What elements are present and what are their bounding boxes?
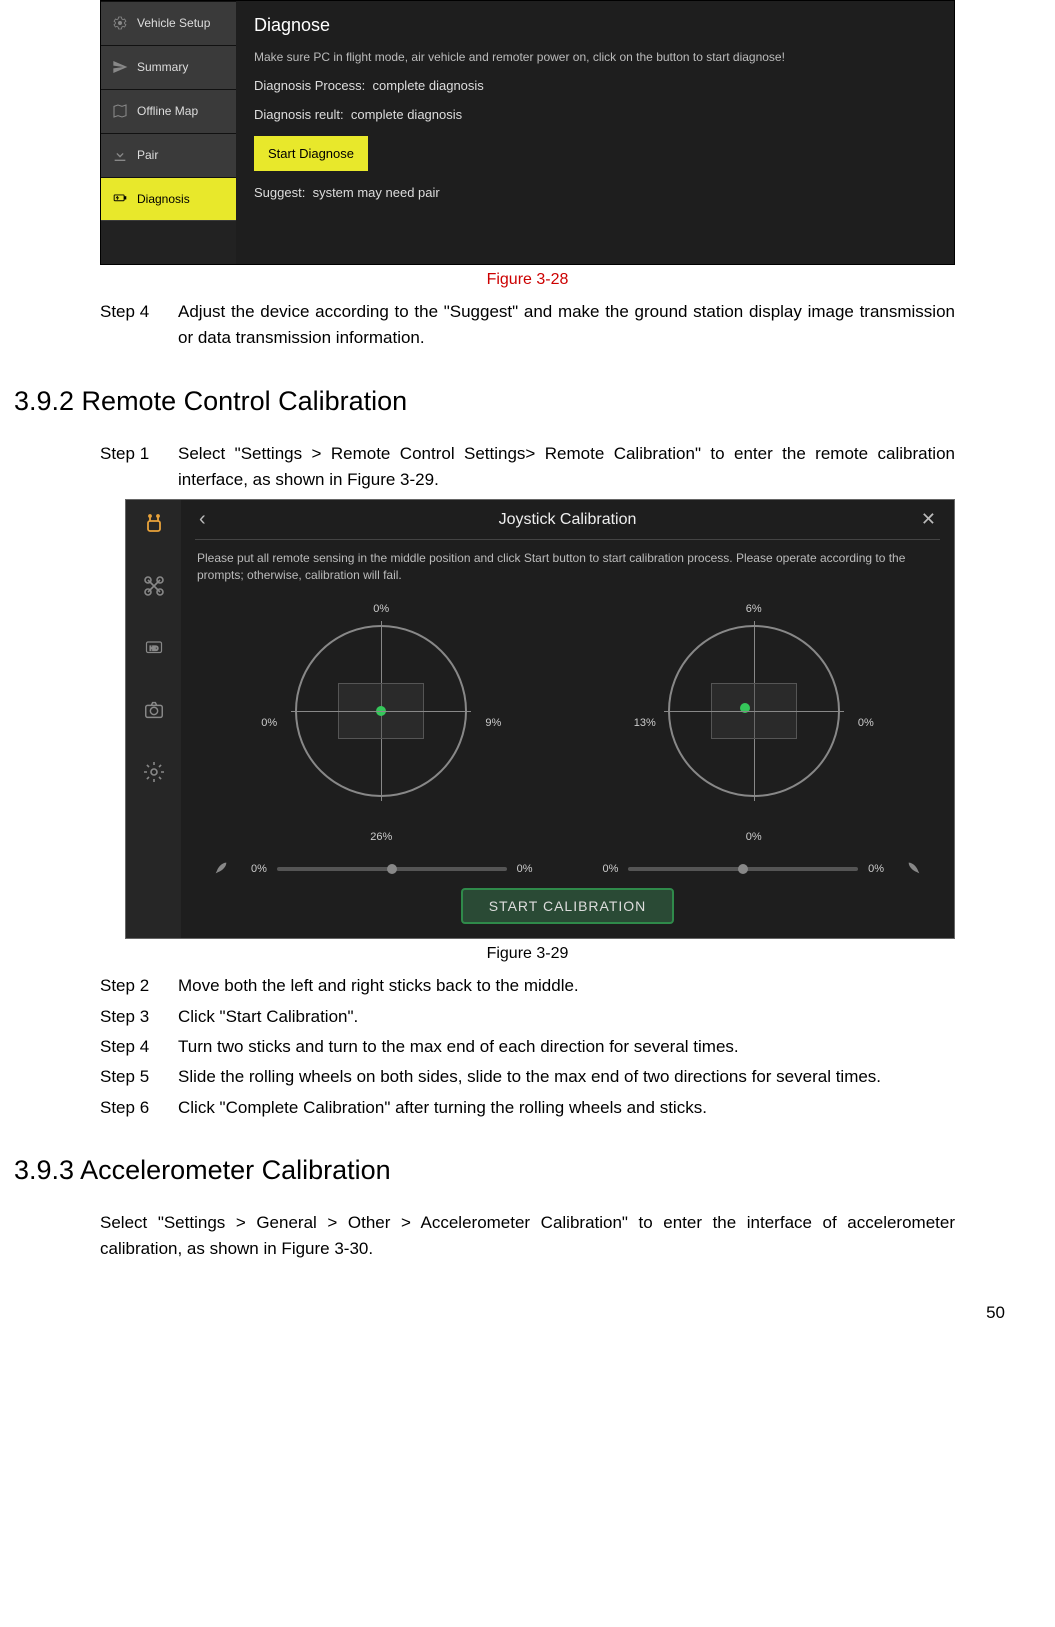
right-dial (668, 625, 840, 797)
download-icon (111, 146, 129, 164)
left-bottom-pct: 26% (370, 831, 392, 843)
suggest-value: system may need pair (313, 185, 440, 200)
start-calibration-button[interactable]: START CALIBRATION (461, 888, 675, 924)
diagnosis-process-row: Diagnosis Process: complete diagnosis (254, 78, 936, 93)
diagnose-main: Diagnose Make sure PC in flight mode, ai… (236, 1, 954, 264)
sidebar-item-offline-map[interactable]: Offline Map (101, 89, 236, 133)
left-left-pct: 0% (261, 717, 277, 729)
step1-label: Step 1 (100, 441, 160, 494)
step5-text: Slide the rolling wheels on both sides, … (178, 1064, 955, 1090)
joystick-header: ‹ Joystick Calibration ✕ (195, 500, 940, 540)
process-value: complete diagnosis (373, 78, 484, 93)
diagnosis-result-row: Diagnosis reult: complete diagnosis (254, 107, 936, 122)
svg-text:HD: HD (149, 647, 158, 653)
left-slider-r: 0% (517, 863, 533, 875)
step-4-block: Step 4 Adjust the device according to th… (100, 299, 955, 352)
suggest-label: Suggest: (254, 185, 305, 200)
start-diagnose-button[interactable]: Start Diagnose (254, 136, 368, 171)
drone-icon[interactable] (140, 572, 168, 600)
step2-label: Step 2 (100, 973, 160, 999)
sidebar-label: Diagnosis (137, 192, 190, 206)
sidebar-item-vehicle-setup[interactable]: Vehicle Setup (101, 1, 236, 45)
battery-icon (111, 190, 129, 208)
left-right-pct: 9% (485, 717, 501, 729)
feather-right-icon (904, 860, 922, 878)
map-icon (111, 102, 129, 120)
feather-left-icon (213, 860, 231, 878)
joystick-main: ‹ Joystick Calibration ✕ Please put all … (181, 500, 954, 938)
process-label: Diagnosis Process: (254, 78, 365, 93)
right-right-pct: 0% (858, 717, 874, 729)
steps-after-block: Step 2 Move both the left and right stick… (100, 973, 955, 1121)
joystick-instruction: Please put all remote sensing in the mid… (195, 540, 940, 590)
right-slider-l: 0% (603, 863, 619, 875)
step6-text: Click "Complete Calibration" after turni… (178, 1095, 955, 1121)
sec393-text: Select "Settings > General > Other > Acc… (100, 1210, 955, 1263)
diagnose-note: Make sure PC in flight mode, air vehicle… (254, 50, 936, 64)
close-icon[interactable]: ✕ (921, 509, 936, 530)
section-3-9-3-heading: 3.9.3 Accelerometer Calibration (14, 1155, 1045, 1186)
right-stick[interactable]: 6% 0% 0% 13% (634, 603, 874, 843)
sidebar-label: Vehicle Setup (137, 16, 210, 30)
right-slider-r: 0% (868, 863, 884, 875)
left-slider-l: 0% (251, 863, 267, 875)
joystick-title: Joystick Calibration (499, 511, 637, 529)
step4b-label: Step 4 (100, 1034, 160, 1060)
step1-text: Select "Settings > Remote Control Settin… (178, 441, 955, 494)
step3-label: Step 3 (100, 1004, 160, 1030)
diagnose-title: Diagnose (254, 15, 936, 36)
right-left-pct: 13% (634, 717, 656, 729)
send-icon (111, 58, 129, 76)
sidebar-label: Summary (137, 60, 188, 74)
step3-text: Click "Start Calibration". (178, 1004, 955, 1030)
figure-3-29-caption: Figure 3-29 (10, 945, 1045, 963)
left-dot (376, 706, 386, 716)
right-wheel-slider[interactable]: 0% 0% (603, 863, 885, 875)
right-top-pct: 6% (746, 603, 762, 615)
left-stick[interactable]: 0% 9% 26% 0% (261, 603, 501, 843)
back-icon[interactable]: ‹ (199, 508, 206, 531)
settings-icon[interactable] (140, 758, 168, 786)
left-dial (295, 625, 467, 797)
step-4-text: Adjust the device according to the "Sugg… (178, 299, 955, 352)
gear-icon (111, 14, 129, 32)
step4b-text: Turn two sticks and turn to the max end … (178, 1034, 955, 1060)
right-bottom-pct: 0% (746, 831, 762, 843)
section-3-9-2-heading: 3.9.2 Remote Control Calibration (14, 386, 1045, 417)
diagnose-sidebar: Vehicle Setup Summary Offline Map Pair D… (101, 1, 236, 264)
sidebar-label: Offline Map (137, 104, 198, 118)
step6-label: Step 6 (100, 1095, 160, 1121)
right-dot (740, 703, 750, 713)
hd-icon[interactable]: HD (140, 634, 168, 662)
left-wheel-slider[interactable]: 0% 0% (251, 863, 533, 875)
wheel-sliders: 0% 0% 0% 0% (195, 856, 940, 888)
joystick-sidebar: HD (126, 500, 181, 938)
step2-text: Move both the left and right sticks back… (178, 973, 955, 999)
figure-3-28-caption: Figure 3-28 (10, 271, 1045, 289)
step-4-label: Step 4 (100, 299, 160, 352)
camera-icon[interactable] (140, 696, 168, 724)
sec392-step1: Step 1 Select "Settings > Remote Control… (100, 441, 955, 494)
sidebar-item-summary[interactable]: Summary (101, 45, 236, 89)
joystick-dials: 0% 9% 26% 0% 6% 0% 0% 13% (195, 590, 940, 856)
figure-3-28-screenshot: Vehicle Setup Summary Offline Map Pair D… (100, 0, 955, 265)
result-value: complete diagnosis (351, 107, 462, 122)
step5-label: Step 5 (100, 1064, 160, 1090)
result-label: Diagnosis reult: (254, 107, 344, 122)
remote-icon[interactable] (140, 510, 168, 538)
sidebar-item-diagnosis[interactable]: Diagnosis (101, 177, 236, 221)
left-top-pct: 0% (373, 603, 389, 615)
sidebar-label: Pair (137, 148, 158, 162)
page-number: 50 (10, 1303, 1005, 1323)
diagnosis-suggest-row: Suggest: system may need pair (254, 185, 936, 200)
figure-3-29-screenshot: HD ‹ Joystick Calibration ✕ Please put a… (125, 499, 955, 939)
sidebar-item-pair[interactable]: Pair (101, 133, 236, 177)
